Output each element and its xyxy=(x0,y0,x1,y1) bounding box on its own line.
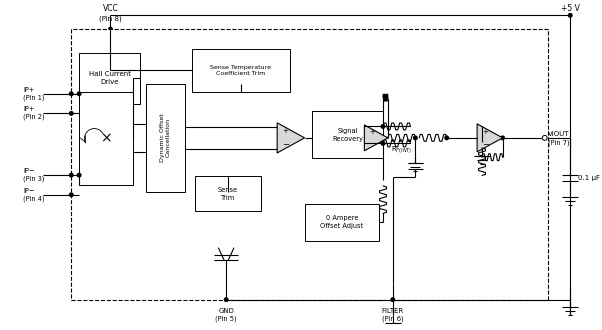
Bar xyxy=(79,92,133,185)
Circle shape xyxy=(109,27,112,31)
Text: Dynamic Offset
Cancellation: Dynamic Offset Cancellation xyxy=(160,114,171,162)
Text: +: + xyxy=(282,128,288,134)
Circle shape xyxy=(381,125,385,128)
Text: −: − xyxy=(282,140,289,149)
Text: VIOUT: VIOUT xyxy=(548,131,569,137)
Text: (Pin 7): (Pin 7) xyxy=(548,140,569,146)
Text: FILTER: FILTER xyxy=(382,309,404,314)
Circle shape xyxy=(69,193,73,196)
Text: GND: GND xyxy=(218,309,234,314)
Text: (Pin 6): (Pin 6) xyxy=(382,316,403,322)
Circle shape xyxy=(69,173,73,177)
Circle shape xyxy=(414,136,417,140)
Circle shape xyxy=(568,14,572,17)
Text: Hall Current
Drive: Hall Current Drive xyxy=(88,71,131,85)
Text: (Pin 5): (Pin 5) xyxy=(216,316,237,322)
Bar xyxy=(312,112,383,158)
Text: +: + xyxy=(369,129,375,135)
Circle shape xyxy=(381,142,385,145)
Text: IP+
(Pin 2): IP+ (Pin 2) xyxy=(23,106,45,120)
Text: (Pin 8): (Pin 8) xyxy=(99,15,122,21)
Text: IP+
(Pin 1): IP+ (Pin 1) xyxy=(23,87,45,101)
Bar xyxy=(79,52,140,104)
Text: R$_{F(INT)}$: R$_{F(INT)}$ xyxy=(391,144,412,155)
Text: ×: × xyxy=(101,131,112,146)
Bar xyxy=(146,84,185,192)
Circle shape xyxy=(69,112,73,115)
Circle shape xyxy=(391,298,394,301)
Text: 0 Ampere
Offset Adjust: 0 Ampere Offset Adjust xyxy=(320,215,364,229)
Circle shape xyxy=(445,136,448,140)
Text: 0.1 μF: 0.1 μF xyxy=(578,175,600,181)
Polygon shape xyxy=(477,124,503,152)
Bar xyxy=(195,176,261,212)
Circle shape xyxy=(77,173,81,177)
Text: −: − xyxy=(369,139,376,148)
Circle shape xyxy=(501,136,504,140)
Text: IP−
(Pin 4): IP− (Pin 4) xyxy=(23,188,45,202)
Text: VCC: VCC xyxy=(102,4,119,13)
Text: IP−
(Pin 3): IP− (Pin 3) xyxy=(23,168,45,182)
Polygon shape xyxy=(364,125,388,151)
Polygon shape xyxy=(277,123,305,153)
Circle shape xyxy=(77,92,81,95)
Text: −: − xyxy=(482,140,489,149)
Circle shape xyxy=(69,92,73,95)
Text: Sense Temperature
Coefficient Trim: Sense Temperature Coefficient Trim xyxy=(210,65,272,76)
Circle shape xyxy=(542,135,547,140)
Text: Signal
Recovery: Signal Recovery xyxy=(332,128,363,142)
Bar xyxy=(71,29,548,300)
Text: +: + xyxy=(482,129,488,135)
Bar xyxy=(305,204,379,241)
Bar xyxy=(192,49,290,92)
Text: +5 V: +5 V xyxy=(561,4,580,13)
Text: Sense
Trim: Sense Trim xyxy=(218,187,238,201)
Circle shape xyxy=(225,298,228,301)
